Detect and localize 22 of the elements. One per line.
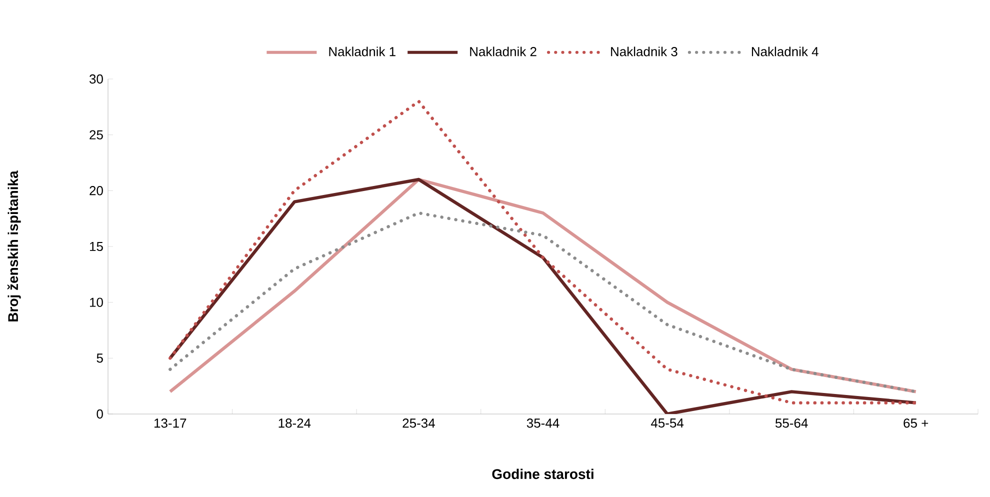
legend-label: Nakladnik 4 xyxy=(752,46,818,56)
y-tick-label: 10 xyxy=(90,298,103,307)
line-series xyxy=(168,100,918,404)
y-axis-title: Broj ženskih ispitanika xyxy=(7,170,21,322)
y-tick-label: 15 xyxy=(90,242,103,252)
x-tick-label: 13-17 xyxy=(154,418,186,428)
x-tick-label: 25-34 xyxy=(402,418,435,428)
line-series xyxy=(168,211,918,394)
y-tick-label: 20 xyxy=(90,186,103,196)
x-tick-label: 35-44 xyxy=(526,418,560,428)
x-tick-label: 18-24 xyxy=(278,418,311,428)
x-tick-label: 65 + xyxy=(904,418,928,428)
x-axis-title: Godine starosti xyxy=(492,468,594,480)
legend-label: Nakladnik 3 xyxy=(611,46,678,56)
y-tick-label: 30 xyxy=(90,74,103,84)
x-tick-label: 55-64 xyxy=(775,418,808,428)
legend-label: Nakladnik 1 xyxy=(329,46,396,56)
y-tick-label: 5 xyxy=(96,354,103,363)
y-tick-label: 0 xyxy=(96,409,103,419)
legend-label: Nakladnik 2 xyxy=(470,46,536,56)
x-tick-label: 45-54 xyxy=(650,418,684,428)
y-tick-label: 25 xyxy=(90,130,103,140)
